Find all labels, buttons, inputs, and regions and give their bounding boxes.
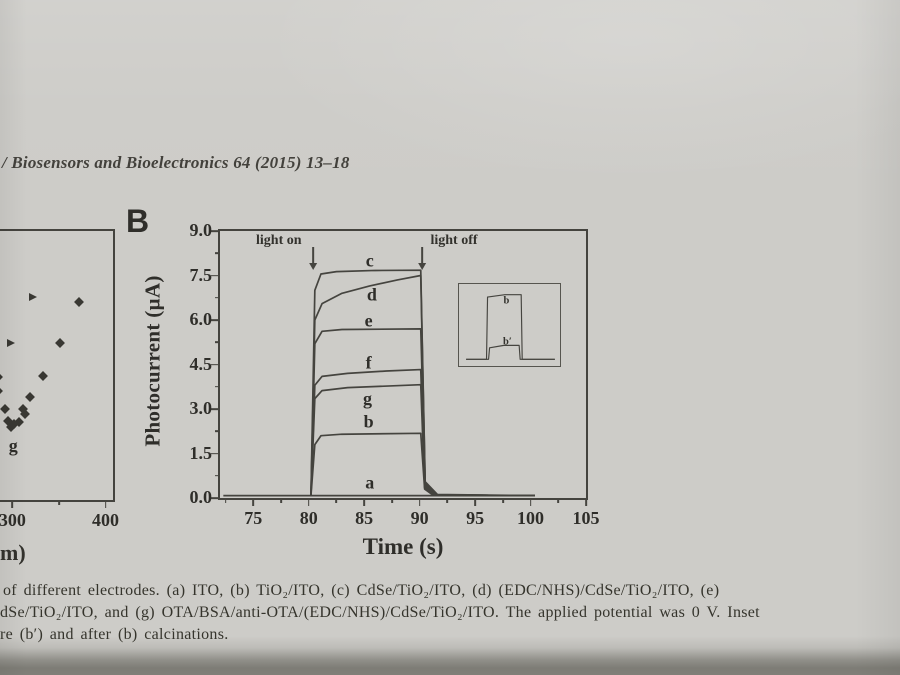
series-line-b <box>466 295 555 360</box>
scatter-point-diamond <box>73 297 84 308</box>
left-x-tick-300 <box>11 500 14 508</box>
left-partial-chart: 300 400 g <box>0 229 119 530</box>
x-tick-label-100: 100 <box>517 508 545 528</box>
x-tick-95 <box>474 498 476 506</box>
x-tick-label-85: 85 <box>355 508 374 528</box>
x-tick-85 <box>363 498 366 506</box>
scatter-point-diamond <box>25 392 36 403</box>
series-line-c <box>311 270 535 495</box>
x-tick-100 <box>529 498 532 506</box>
y-tick-3.0 <box>211 408 220 410</box>
curve-label-b′: b′ <box>503 336 512 348</box>
curve-label-a: a <box>365 472 375 493</box>
series-line-f <box>311 370 535 496</box>
left-x-tick-label-400: 400 <box>92 510 120 530</box>
y-tick-1.5 <box>211 452 220 455</box>
scatter-point-diamond <box>20 408 31 419</box>
y-minor-tick <box>214 341 220 344</box>
x-tick-80 <box>307 498 310 506</box>
y-tick-6.0 <box>211 319 220 321</box>
inset-curves-svg <box>459 284 561 366</box>
y-minor-tick <box>214 252 220 255</box>
x-tick-105 <box>585 498 587 506</box>
curve-label-d: d <box>366 284 377 305</box>
inset-chart: b b′ <box>457 283 562 368</box>
y-tick-label-1.5: 1.5 <box>189 442 213 463</box>
x-axis-title: Time (s) <box>362 534 444 559</box>
panel-label: B <box>126 203 150 239</box>
x-minor-tick <box>446 498 449 503</box>
x-tick-90 <box>418 498 421 506</box>
y-tick-label-0.0: 0.0 <box>189 487 213 508</box>
down-arrow-icon <box>421 247 423 264</box>
y-minor-tick <box>214 385 220 388</box>
y-tick-0.0 <box>211 497 220 499</box>
figure-caption-line-3: re (b′) and after (b) calcinations. <box>0 626 229 643</box>
journal-header-text: / Biosensors and Bioelectronics 64 (2015… <box>2 153 350 172</box>
y-tick-label-4.5: 4.5 <box>189 353 213 374</box>
y-tick-label-6.0: 6.0 <box>189 309 213 330</box>
y-minor-tick <box>214 474 220 477</box>
annotation-light-off: light off <box>430 233 478 249</box>
x-tick-75 <box>252 498 255 506</box>
y-tick-4.5 <box>211 363 220 366</box>
left-x-minor-tick <box>58 500 60 505</box>
curve-label-b: b <box>503 295 510 307</box>
scatter-point-diamond <box>38 371 49 382</box>
y-tick-7.5 <box>211 274 220 277</box>
scatter-point-diamond <box>0 372 4 383</box>
y-minor-tick <box>214 296 220 299</box>
x-minor-tick <box>335 498 338 503</box>
left-chart-xlabel-partial: m) <box>0 540 26 565</box>
y-tick-label-7.5: 7.5 <box>189 264 213 285</box>
y-tick-9.0 <box>211 230 220 232</box>
photocurrent-curves-svg <box>220 231 586 498</box>
y-minor-tick <box>214 430 220 433</box>
curve-label-e: e <box>364 310 373 331</box>
curve-label-b: b <box>363 411 374 432</box>
scatter-point-triangle <box>7 338 16 347</box>
scatter-point-diamond <box>0 404 11 415</box>
y-axis-title: Photocurrent (µA) <box>140 275 165 447</box>
curve-label-g: g <box>8 435 18 456</box>
scatter-point-diamond <box>55 337 66 348</box>
annotation-light-on: light on <box>256 233 302 249</box>
scatter-point-diamond <box>0 386 4 397</box>
photocurrent-chart: b b′ Time (s) a b g f e d c 75 80 85 90 95 100 105 0.0 1… <box>190 220 600 559</box>
x-tick-label-80: 80 <box>299 508 318 528</box>
curve-label-f: f <box>365 352 372 373</box>
x-minor-tick <box>557 498 560 503</box>
curve-label-g: g <box>363 388 372 409</box>
x-tick-label-95: 95 <box>466 508 485 528</box>
x-minor-tick <box>280 498 282 503</box>
figure-caption-line-2: dSe/TiO₂/ITO, and (g) OTA/BSA/anti-OTA/(… <box>0 604 760 621</box>
curve-label-c: c <box>365 250 374 271</box>
series-line-d <box>311 276 535 496</box>
series-line-b′ <box>466 346 555 360</box>
x-minor-tick <box>391 498 393 503</box>
scatter-point-triangle <box>29 293 38 302</box>
x-tick-label-90: 90 <box>410 508 429 528</box>
x-minor-tick <box>224 498 227 503</box>
figure-caption-line-1: of different electrodes. (a) ITO, (b) Ti… <box>3 582 720 599</box>
x-minor-tick <box>501 498 504 503</box>
x-tick-label-75: 75 <box>244 508 263 528</box>
down-arrow-icon <box>312 247 314 264</box>
y-tick-label-3.0: 3.0 <box>189 398 213 419</box>
left-x-tick-400 <box>104 500 107 508</box>
x-tick-label-105: 105 <box>572 508 600 528</box>
y-tick-label-9.0: 9.0 <box>189 220 213 241</box>
left-x-tick-label-300: 300 <box>0 510 26 530</box>
